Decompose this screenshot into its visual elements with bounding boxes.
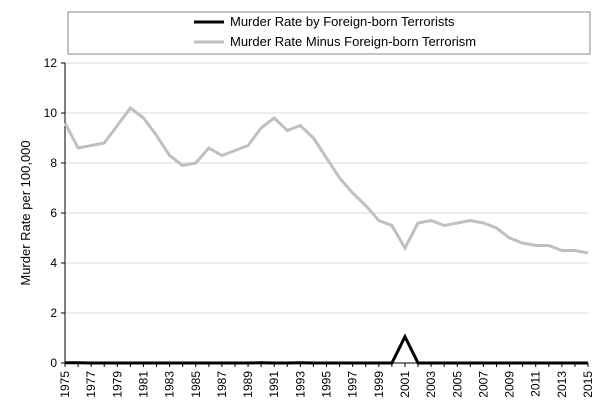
series-line-2 [63, 105, 589, 255]
y-tick-label: 0 [50, 356, 57, 370]
x-tick-label: 1977 [84, 371, 98, 398]
x-tick-label: 2009 [503, 371, 517, 398]
x-tick-label: 2001 [398, 371, 412, 398]
x-tick-label: 2013 [555, 371, 569, 398]
legend-box [67, 11, 591, 55]
x-tick-label: 1995 [320, 371, 334, 398]
x-tick-label: 2015 [581, 371, 595, 398]
legend: Murder Rate by Foreign-born Terrorists M… [67, 11, 591, 55]
x-tick-labels: 1975 1977 1979 1981 1983 1985 1987 1989 1991 1993… [58, 371, 595, 398]
y-tick-label: 10 [44, 106, 58, 120]
y-tick-label: 4 [50, 256, 57, 270]
y-tick-label: 2 [50, 306, 57, 320]
x-tick-label: 1975 [58, 371, 72, 398]
x-tick-label: 1991 [267, 371, 281, 398]
x-tick-label: 1987 [215, 371, 229, 398]
x-tick-label: 1981 [136, 371, 150, 398]
series-lines [63, 105, 589, 365]
y-axis-title: Murder Rate per 100,000 [18, 140, 33, 285]
x-tick-label: 2007 [476, 371, 490, 398]
x-tick-label: 2003 [424, 371, 438, 398]
legend-label-series-2: Murder Rate Minus Foreign-born Terrorism [230, 34, 476, 49]
series-line-1 [65, 333, 588, 365]
gridlines [65, 62, 588, 314]
x-tick-label: 2005 [450, 371, 464, 398]
x-tick-label: 1989 [241, 371, 255, 398]
x-tick-label: 1983 [163, 371, 177, 398]
y-tick-label: 6 [50, 206, 57, 220]
x-tick-label: 2011 [529, 371, 543, 397]
y-tick-labels: 0 2 4 6 8 10 12 [44, 56, 58, 370]
axes [61, 62, 589, 367]
x-tick-label: 1993 [293, 371, 307, 398]
x-tick-label: 1979 [110, 371, 124, 398]
y-tick-label: 8 [50, 156, 57, 170]
x-tick-label: 1999 [372, 371, 386, 398]
x-tick-label: 1997 [346, 371, 360, 398]
legend-label-series-1: Murder Rate by Foreign-born Terrorists [230, 14, 455, 29]
x-tick-label: 1985 [189, 371, 203, 398]
y-tick-label: 12 [44, 56, 58, 70]
